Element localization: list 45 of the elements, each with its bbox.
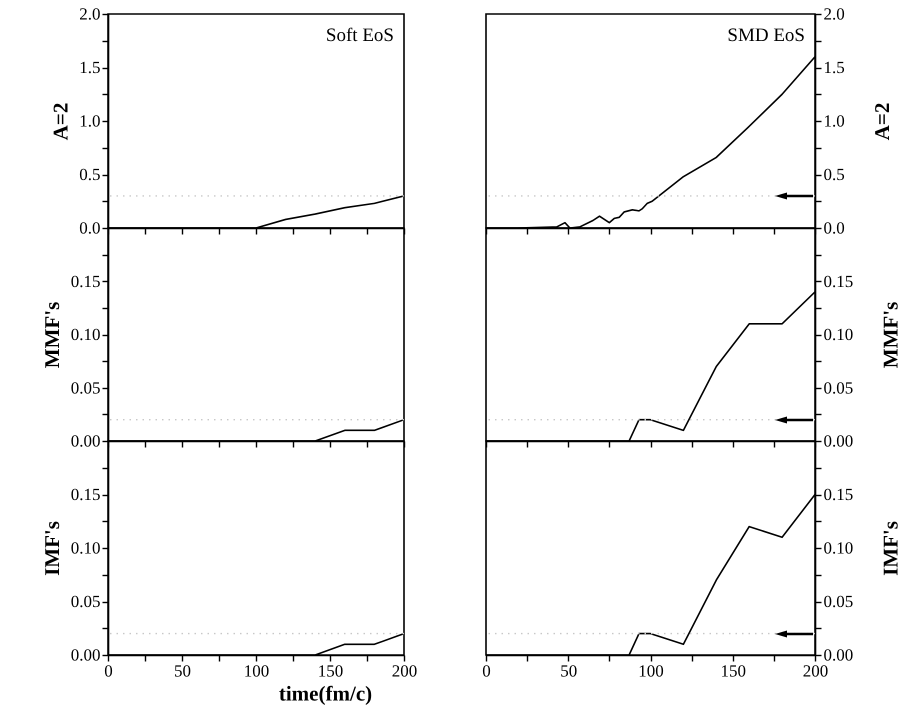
annotation: Soft EoS xyxy=(326,25,394,46)
y-axis-title: A=2 xyxy=(870,102,894,140)
x-tick-label: 0 xyxy=(482,662,491,680)
y-tick-label: 0.15 xyxy=(70,272,100,291)
x-tick-label: 200 xyxy=(802,662,828,680)
x-tick-label: 200 xyxy=(392,662,418,680)
y-tick-label: 0.15 xyxy=(824,485,854,504)
y-tick-label: 0.10 xyxy=(824,325,854,344)
x-tick-label: 150 xyxy=(318,662,344,680)
y-tick-label: 0.05 xyxy=(70,378,100,398)
x-tick-label: 100 xyxy=(244,662,270,680)
x-tick-label: 0 xyxy=(104,662,113,680)
y-tick-label: 0.00 xyxy=(824,432,854,450)
y-tick-label: 0.15 xyxy=(70,485,100,504)
y-tick-label: 2.0 xyxy=(79,4,100,24)
y-tick-label: 0.10 xyxy=(70,325,100,344)
y-tick-label: 0.5 xyxy=(79,165,100,184)
y-axis-title: MMF's xyxy=(878,302,902,368)
y-tick-label: 0.05 xyxy=(70,592,100,611)
y-tick-label: 0.0 xyxy=(824,218,845,238)
x-tick-label: 50 xyxy=(174,662,191,680)
y-tick-label: 0.15 xyxy=(824,272,854,291)
x-tick-label: 100 xyxy=(638,662,664,680)
y-tick-label: 0.10 xyxy=(70,538,100,558)
x-axis-title: time(fm/c) xyxy=(278,682,372,706)
y-tick-label: 0.5 xyxy=(824,165,845,184)
y-tick-label: 0.10 xyxy=(824,538,854,558)
y-axis-title: IMF's xyxy=(40,521,64,576)
y-tick-label: 0.00 xyxy=(824,646,854,664)
y-axis-title: A=2 xyxy=(48,102,72,140)
x-tick-label: 50 xyxy=(560,662,578,680)
y-tick-label: 1.5 xyxy=(79,58,100,77)
y-tick-label: 0.00 xyxy=(70,646,100,664)
y-tick-label: 2.0 xyxy=(824,4,845,24)
y-tick-label: 1.0 xyxy=(824,112,845,130)
y-tick-label: 0.00 xyxy=(70,432,100,450)
y-tick-label: 0.05 xyxy=(824,592,854,611)
y-tick-label: 1.0 xyxy=(79,112,100,130)
y-tick-label: 0.0 xyxy=(79,218,100,238)
y-tick-label: 1.5 xyxy=(824,58,845,77)
y-axis-title: MMF's xyxy=(40,302,64,368)
x-tick-label: 150 xyxy=(720,662,746,680)
y-tick-label: 0.05 xyxy=(824,378,854,398)
y-axis-title: IMF's xyxy=(878,521,902,576)
annotation: SMD EoS xyxy=(727,25,805,46)
